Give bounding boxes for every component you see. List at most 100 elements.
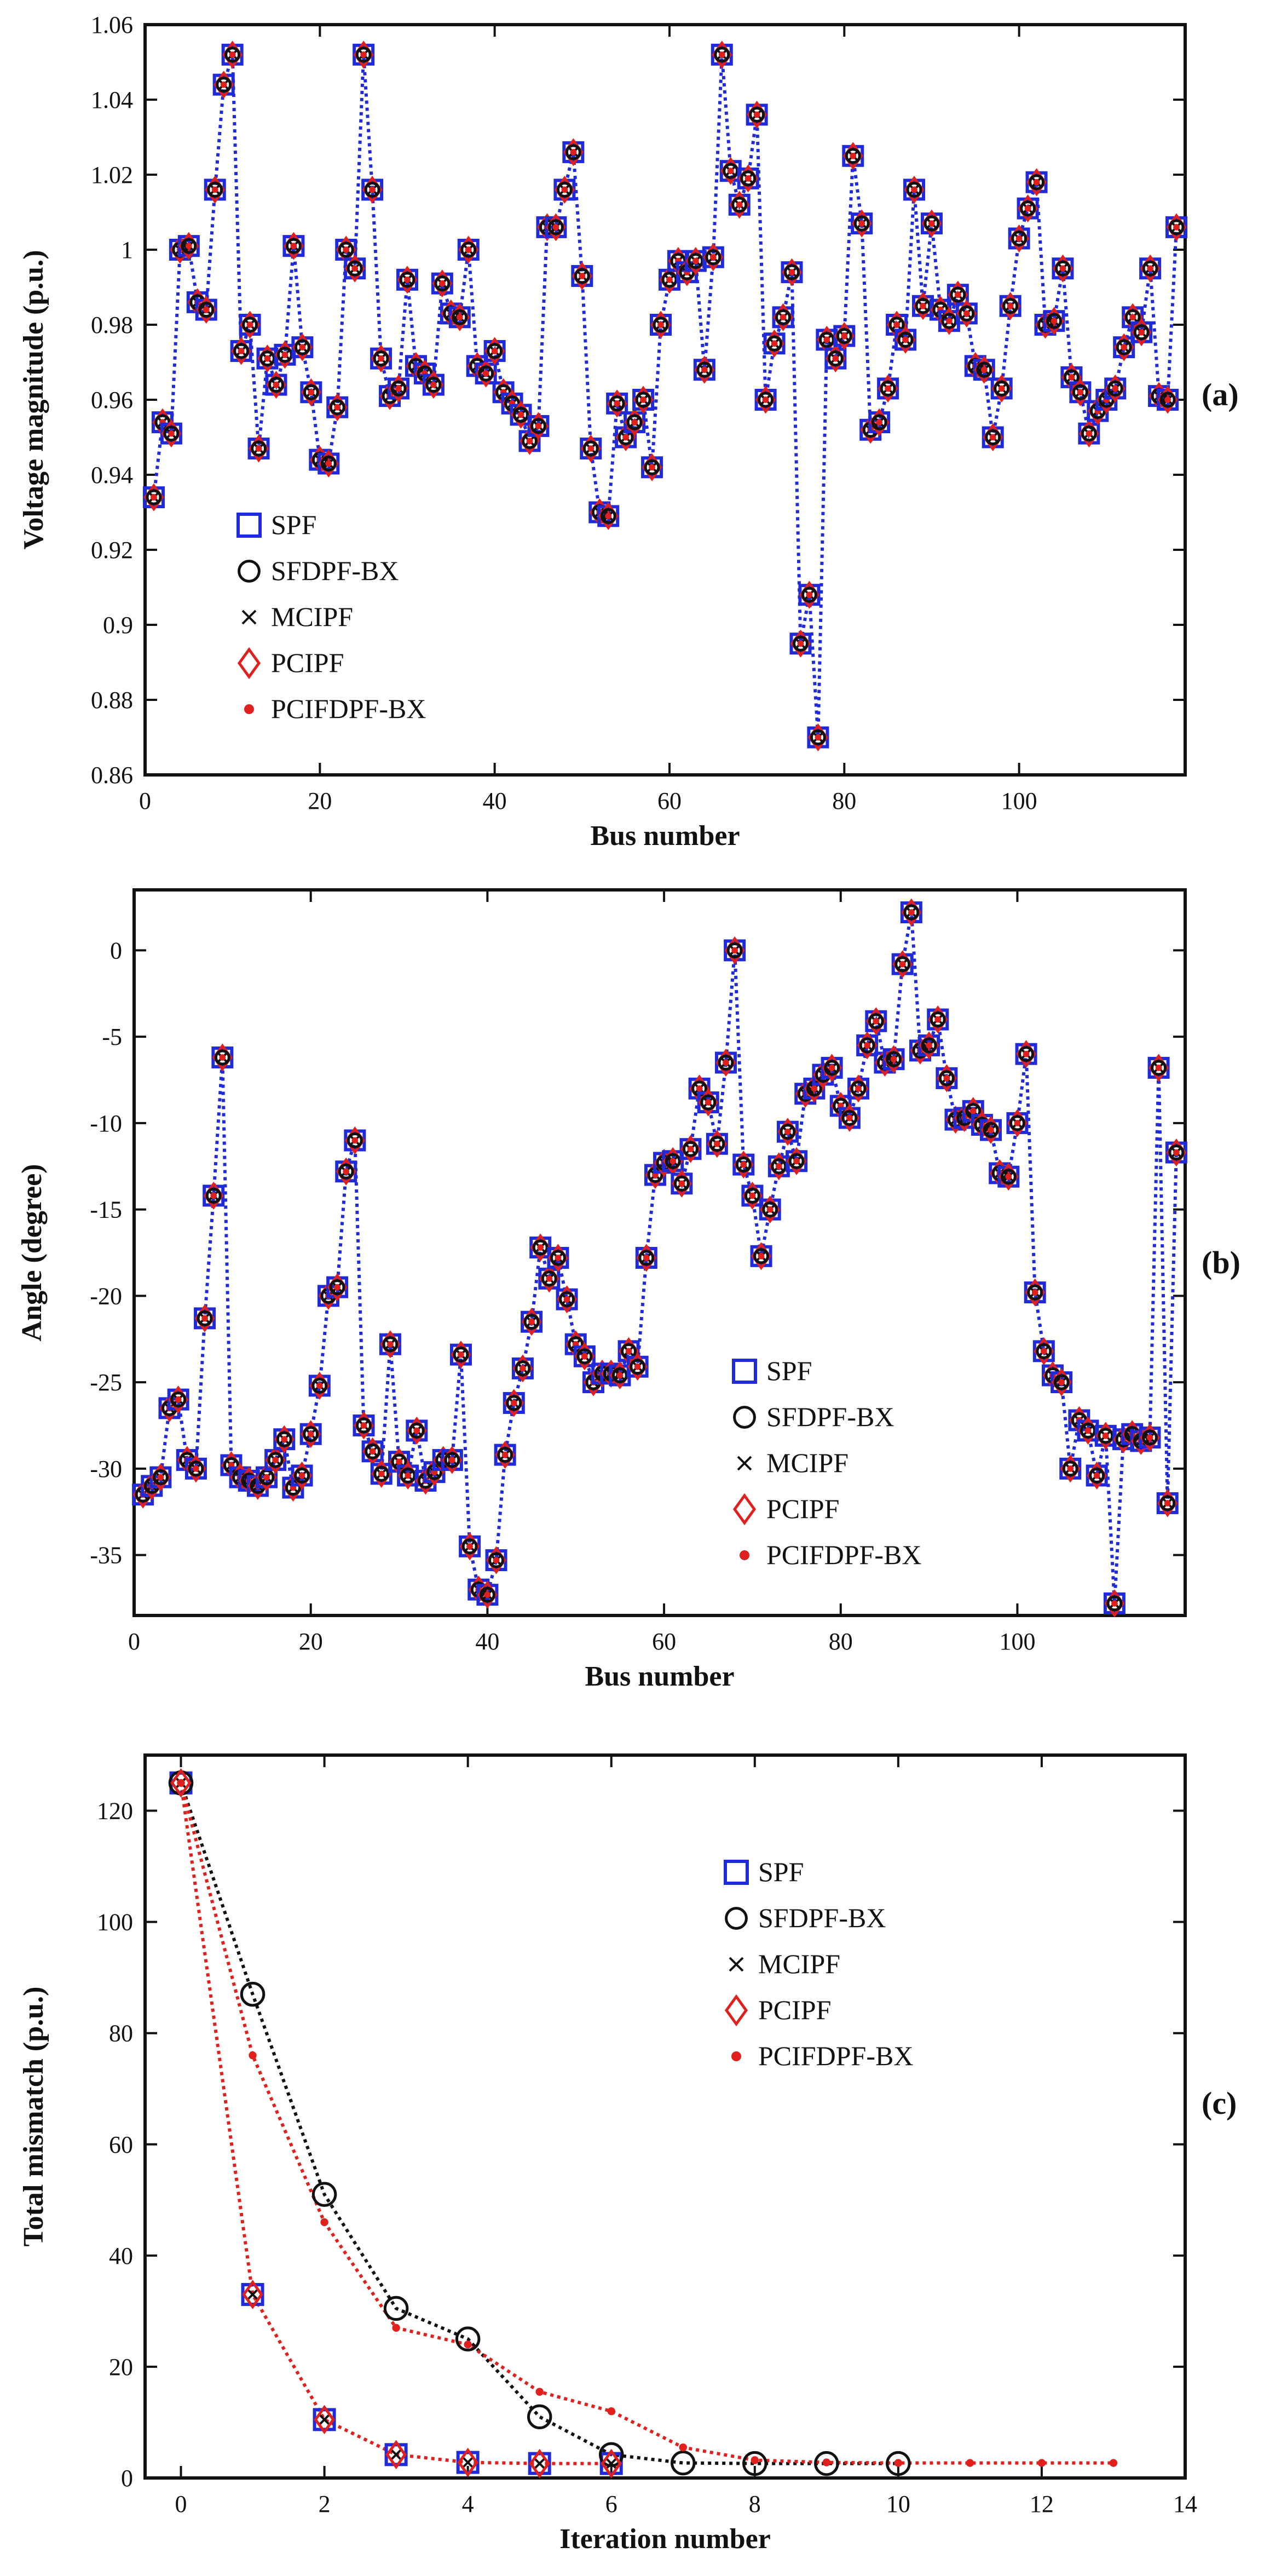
data-point-sfdpf: [556, 181, 573, 198]
x-tick-label: 2: [319, 2491, 331, 2517]
data-point-pcifdpf: [563, 1296, 570, 1303]
data-point-pcifdpf: [281, 1436, 288, 1443]
data-point-circle: [455, 2326, 481, 2351]
data-point-pcifdpf: [1067, 1465, 1074, 1472]
data-point-pcifdpf: [1147, 265, 1153, 272]
data-point-cross: [246, 2287, 259, 2302]
x-tick-label: 60: [652, 1628, 676, 1655]
data-point-sfdpf: [1142, 260, 1158, 277]
data-point-sfdpf: [1062, 1461, 1078, 1477]
data-point-pcifdpf: [946, 318, 953, 325]
data-point-pcifdpf: [1005, 1173, 1012, 1180]
data-point-pcifdpf: [605, 513, 612, 520]
data-point-sfdpf: [565, 144, 581, 160]
data-point-pcifdpf: [858, 220, 865, 227]
series-line-diamond: [179, 1783, 611, 2465]
data-point-pcifdpf: [649, 464, 655, 471]
legend-marker-circle: [733, 1406, 756, 1429]
legend-marker-circle: [725, 1907, 748, 1930]
data-point-sfdpf: [626, 414, 643, 430]
data-point-pcifdpf: [640, 396, 647, 403]
x-tick-label: 80: [829, 1628, 853, 1655]
data-point-pcifdpf: [290, 243, 297, 249]
data-point-sfdpf: [635, 392, 651, 408]
data-point-pcifdpf: [771, 340, 778, 347]
data-point-pcifdpf: [1112, 385, 1119, 392]
data-point-sfdpf: [1168, 219, 1185, 235]
data-point-pcifdpf: [219, 1054, 226, 1061]
data-point-cross: [604, 2457, 618, 2470]
data-point-sfdpf: [683, 1141, 699, 1157]
data-point-pcifdpf: [850, 152, 857, 159]
data-point-cross: [318, 2413, 331, 2427]
data-point-sfdpf: [1029, 174, 1045, 191]
data-point-sfdpf: [766, 335, 783, 352]
data-point-sfdpf: [886, 1051, 902, 1067]
data-point-sfdpf: [976, 361, 992, 378]
data-point-sfdpf: [749, 106, 765, 123]
x-tick-label: 100: [1001, 787, 1037, 814]
data-point-cross: [533, 2457, 546, 2470]
data-point-sfdpf: [731, 197, 748, 213]
y-tick-label: 0.92: [91, 537, 133, 564]
data-point-sfdpf: [994, 380, 1010, 396]
data-point-sfdpf: [1018, 1046, 1035, 1062]
data-point-pcifdpf: [210, 1192, 217, 1199]
data-point-pcifdpf: [749, 1192, 756, 1199]
y-tick-label: 1.04: [91, 87, 133, 113]
data-point-sfdpf: [582, 440, 599, 457]
y-tick-label: -15: [90, 1197, 122, 1223]
y-tick-label: 120: [97, 1798, 133, 1825]
data-point-sfdpf: [894, 956, 911, 973]
data-point-sfdpf: [1106, 1595, 1123, 1612]
data-point-pcifdpf: [482, 370, 489, 377]
data-point-pcifdpf: [405, 1472, 412, 1479]
data-point-pcifdpf: [264, 355, 271, 362]
data-point-pcifdpf: [458, 1351, 464, 1358]
data-point-sfdpf: [461, 1538, 478, 1555]
data-point-sfdpf: [700, 1094, 717, 1111]
data-point-sfdpf: [425, 377, 442, 393]
data-point-sfdpf: [753, 1248, 770, 1264]
data-point-pcifdpf: [307, 1430, 314, 1438]
data-point-pcifdpf: [806, 591, 813, 599]
data-point-dot: [1109, 2459, 1118, 2467]
data-point-sfdpf: [364, 181, 380, 198]
data-point-pcifdpf: [928, 220, 935, 227]
legend-marker-square: [724, 1860, 749, 1885]
data-point-pcifdpf: [1121, 344, 1128, 350]
data-point-circle: [886, 2451, 911, 2476]
data-point-pcifdpf: [784, 1128, 791, 1135]
legend-label: PCIFDPF-BX: [766, 1539, 921, 1570]
x-tick-label: 20: [299, 1628, 323, 1655]
data-point-sfdpf: [850, 1080, 867, 1097]
plot-frame: [132, 888, 1187, 1617]
y-tick-label: -35: [90, 1542, 122, 1569]
data-point-pcifdpf: [766, 1206, 774, 1213]
data-point-sfdpf: [452, 309, 468, 325]
data-point-circle: [671, 2450, 696, 2476]
data-point-pcifdpf: [998, 385, 1005, 392]
x-axis-label: Iteration number: [559, 2523, 771, 2555]
data-point-sfdpf: [188, 1461, 204, 1477]
data-point-pcifdpf: [517, 411, 524, 418]
data-point-cross: [461, 2456, 475, 2469]
data-point-pcifdpf: [570, 149, 577, 156]
data-point-pcifdpf: [238, 348, 245, 354]
data-point-circle: [598, 2442, 624, 2468]
data-point-pcifdpf: [360, 1422, 367, 1429]
data-point-pcifdpf: [343, 246, 350, 253]
data-point-sfdpf: [793, 635, 809, 652]
panel-a-voltage-magnitude: 0 20 40 60 80 100 0.86 0.88 0.9 0.92 0.94 0.96 0.98 1…: [18, 12, 1239, 852]
data-point-diamond: [314, 2405, 335, 2435]
data-point-sfdpf: [1002, 298, 1019, 314]
data-point-pcifdpf: [537, 1244, 544, 1251]
data-point-pcifdpf: [1051, 318, 1058, 325]
data-point-pcifdpf: [448, 1457, 455, 1463]
data-point-pcifdpf: [780, 314, 787, 321]
data-point-pcifdpf: [1015, 235, 1023, 242]
y-axis-label: Voltage magnitude (p.u.): [18, 250, 49, 549]
data-point-sfdpf: [224, 47, 241, 63]
data-point-sfdpf: [1159, 392, 1176, 408]
data-point-pcifdpf: [1164, 396, 1171, 403]
